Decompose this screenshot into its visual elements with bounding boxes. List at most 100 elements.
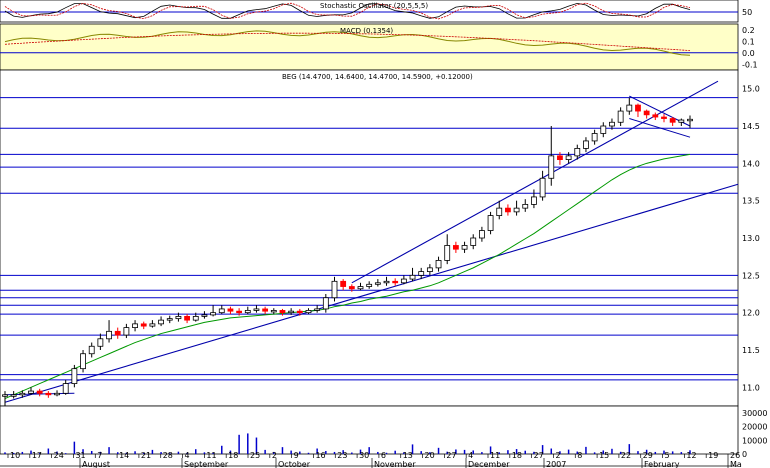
volume-tick-label: 30000 [742, 409, 767, 418]
candle-body [487, 215, 494, 231]
candle-body [600, 125, 607, 134]
candle-body [591, 133, 598, 142]
x-tick-label: 23 [337, 451, 347, 460]
candle-body [305, 310, 312, 314]
moving-average-group [4, 153, 691, 399]
x-tick-label: 11 [206, 451, 216, 460]
candle-body [270, 310, 277, 313]
month-label: August [82, 460, 110, 468]
candle-body [652, 114, 659, 118]
candle-body [140, 323, 147, 327]
candle-body [184, 315, 190, 321]
macd-tick-label: -0.1 [742, 60, 758, 69]
x-tick-label: 29 [643, 451, 653, 460]
candle-body [62, 383, 69, 394]
candle-body [218, 308, 225, 314]
x-tick-label: 27 [534, 451, 544, 460]
x-tick-label: 15 [599, 451, 609, 460]
candle-body [505, 207, 511, 213]
x-axis-group: 10 17 24 31 7 14 21 28 4 11 18 25 2 9 16 23 30 6 13 20 27 4 11… [0, 451, 742, 468]
candle-body [19, 392, 26, 396]
candle-body [418, 271, 425, 276]
x-tick-label: 19 [708, 451, 718, 460]
macd-panel [0, 23, 739, 71]
channel-line-bottom [629, 118, 691, 138]
trendline-long [4, 183, 739, 403]
price-tick-label: 14.0 [742, 159, 760, 168]
x-tick-label: 10 [10, 451, 20, 460]
candle-body [409, 274, 416, 280]
x-tick-label: 14 [119, 451, 129, 460]
moving-average-line [4, 153, 691, 399]
x-tick-label: 31 [75, 451, 85, 460]
candle-body [348, 286, 355, 290]
candle-body [114, 330, 121, 336]
volume-group [4, 433, 691, 454]
x-tick-label: 12 [686, 451, 696, 460]
candle-body [583, 140, 589, 149]
x-tick-label: 30 [359, 451, 369, 460]
x-tick-label: 16 [315, 451, 325, 460]
x-tick-label: 17 [32, 451, 42, 460]
macd-tick-label: 0.1 [742, 37, 755, 46]
x-tick-label: 2 [555, 451, 560, 460]
x-tick-label: 6 [381, 451, 386, 460]
candle-body [279, 310, 286, 314]
x-tick-label: 18 [228, 451, 238, 460]
month-label: October [278, 460, 311, 468]
price-tick-label: 13.0 [742, 234, 760, 243]
x-tick-label: 5 [665, 451, 670, 460]
macd-label: MACD (0.1354) [340, 27, 393, 35]
candle-body [643, 110, 650, 116]
x-tick-label: 4 [468, 451, 473, 460]
candle-body [687, 118, 693, 122]
volume-tick-label: 0 [742, 450, 747, 459]
candles-group [2, 97, 693, 406]
candle-body [366, 283, 373, 287]
price-tick-label: 12.5 [742, 271, 760, 280]
stochastic-label: Stochastic Oscillator (20,5,5,5) [320, 2, 428, 10]
month-label: Ma [730, 460, 742, 468]
macd-tick-label: 0.0 [742, 49, 755, 58]
horizontal-lines-group [0, 97, 738, 381]
price-panel [0, 69, 739, 407]
y-axis-group: 15.0 14.5 14.0 13.5 13.0 12.5 12.0 11.5 11.0 0.2 0… [742, 8, 767, 459]
candle-body [539, 177, 546, 198]
price-label: BEG (14.4700, 14.6400, 14.4700, 14.5900,… [282, 73, 473, 81]
candle-body [227, 308, 234, 312]
candle-body [452, 245, 459, 250]
volume-panel [0, 405, 739, 455]
candle-body [10, 394, 17, 397]
macd-signal-line [4, 32, 691, 51]
candle-body [253, 308, 260, 311]
candle-body [661, 116, 667, 119]
candle-body [88, 345, 95, 355]
x-tick-label: 8 [577, 451, 582, 460]
candle-body [45, 392, 52, 396]
candle-body [106, 330, 112, 340]
month-label: 2007 [546, 460, 566, 468]
candle-body [392, 280, 399, 284]
candle-body [531, 196, 537, 205]
price-tick-label: 11.5 [742, 346, 760, 355]
candle-body [444, 245, 451, 261]
candle-body [574, 147, 581, 157]
candle-body [288, 310, 295, 314]
candle-body [201, 314, 208, 317]
candle-body [617, 110, 624, 123]
candle-body [635, 104, 641, 112]
price-tick-label: 14.5 [742, 122, 760, 131]
candle-body [236, 310, 243, 314]
candle-body [210, 312, 217, 316]
month-label: February [644, 460, 680, 468]
month-label: December [468, 460, 510, 468]
macd-group [0, 30, 738, 56]
candle-body [2, 394, 8, 397]
x-tick-label: 25 [250, 451, 260, 460]
stochastic-panel [0, 0, 739, 23]
price-tick-label: 11.0 [742, 383, 760, 392]
candle-body [470, 237, 477, 246]
x-tick-label: 4 [185, 451, 190, 460]
candle-body [513, 207, 520, 213]
candle-body [132, 323, 138, 329]
